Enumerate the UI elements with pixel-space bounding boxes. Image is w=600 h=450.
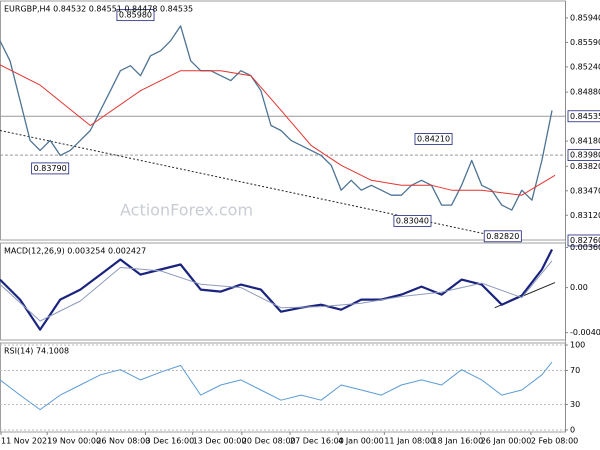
panel-frame — [0, 242, 566, 341]
y-tick-label: 0.003601 — [570, 243, 600, 252]
x-tick-label: 3 Dec 16:00 — [146, 437, 195, 446]
panel-title: MACD(12,26,9) 0.003254 0.002427 — [4, 247, 146, 256]
level-label: 0.83790 — [34, 164, 67, 173]
x-tick-label: 26 Jan 00:00 — [481, 437, 532, 446]
x-tick-label: 26 Nov 08:00 — [96, 437, 150, 446]
y-tick-label: -0.00404 — [570, 328, 600, 337]
y-tick-label: 0.85240 — [570, 62, 600, 71]
label-box — [567, 234, 600, 247]
y-tick-label: 70 — [570, 366, 580, 375]
y-tick-label: 0.83470 — [570, 186, 600, 195]
watermark: ActionForex.com — [120, 201, 253, 220]
level-label: 0.85980 — [119, 11, 152, 20]
panel-frame — [0, 0, 566, 241]
label-box — [567, 149, 600, 162]
series-line — [0, 260, 553, 322]
level-label: 0.84535 — [570, 112, 600, 121]
series-line — [0, 249, 553, 331]
y-tick-label: 0.83820 — [570, 162, 600, 171]
level-label: 0.84210 — [417, 135, 450, 144]
level-label: 0.83980 — [570, 151, 600, 160]
y-tick-label: 100 — [570, 341, 585, 350]
y-tick-label: 0.84880 — [570, 88, 600, 97]
label-box — [414, 133, 453, 145]
x-tick-label: 11 Jan 08:00 — [384, 437, 435, 446]
level-label: 0.82820 — [486, 232, 519, 241]
panel-frame — [0, 342, 566, 433]
y-tick-label: 0.84180 — [570, 137, 600, 146]
level-label: 0.82760 — [570, 236, 600, 245]
label-box — [31, 162, 70, 175]
series-line — [0, 361, 553, 411]
x-tick-label: 13 Dec 00:00 — [193, 437, 247, 446]
x-tick-label: 2 Feb 08:00 — [531, 437, 578, 446]
y-tick-label: 0.85590 — [570, 38, 600, 47]
panel-title: RSI(14) 74.1008 — [4, 347, 69, 356]
series-line — [0, 64, 556, 196]
y-tick-label: 0.85940 — [570, 13, 600, 22]
y-tick-label: 0.00 — [570, 283, 588, 292]
x-tick-label: 4 Jan 00:00 — [338, 437, 384, 446]
y-tick-label: 30 — [570, 400, 580, 409]
y-tick-label: 0.83120 — [570, 211, 600, 220]
label-box — [483, 230, 522, 243]
x-tick-label: 11 Nov 2021 — [1, 437, 52, 446]
x-tick-label: 18 Jan 16:00 — [433, 437, 484, 446]
y-tick-label: 0 — [570, 425, 575, 434]
series-line — [0, 25, 553, 211]
label-box — [116, 9, 155, 22]
x-tick-label: 20 Dec 08:00 — [242, 437, 296, 446]
label-box — [567, 110, 600, 123]
x-tick-label: 19 Nov 00:00 — [47, 437, 101, 446]
level-label: 0.83040 — [396, 216, 429, 225]
x-tick-label: 27 Dec 16:00 — [290, 437, 344, 446]
panel-title: EURGBP,H4 0.84532 0.84551 0.84478 0.8453… — [4, 5, 193, 14]
label-box — [393, 214, 432, 227]
